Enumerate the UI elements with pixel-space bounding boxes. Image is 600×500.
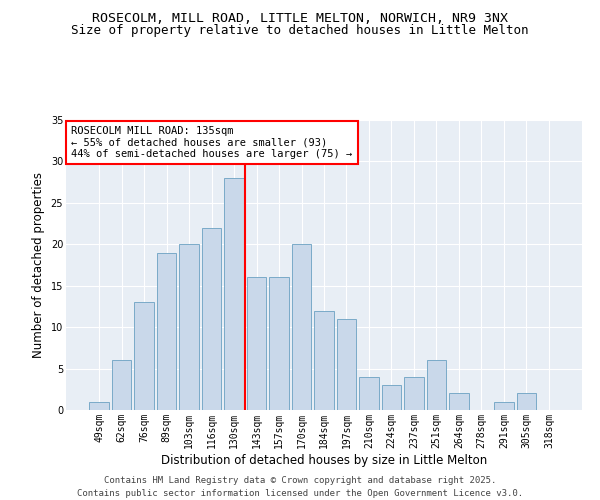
Bar bbox=[247, 278, 266, 410]
Bar bbox=[224, 178, 244, 410]
Text: Contains HM Land Registry data © Crown copyright and database right 2025.
Contai: Contains HM Land Registry data © Crown c… bbox=[77, 476, 523, 498]
Text: Size of property relative to detached houses in Little Melton: Size of property relative to detached ho… bbox=[71, 24, 529, 37]
Text: ROSECOLM, MILL ROAD, LITTLE MELTON, NORWICH, NR9 3NX: ROSECOLM, MILL ROAD, LITTLE MELTON, NORW… bbox=[92, 12, 508, 26]
Bar bbox=[269, 278, 289, 410]
Bar bbox=[292, 244, 311, 410]
Bar bbox=[404, 377, 424, 410]
Bar bbox=[449, 394, 469, 410]
Bar bbox=[89, 402, 109, 410]
X-axis label: Distribution of detached houses by size in Little Melton: Distribution of detached houses by size … bbox=[161, 454, 487, 466]
Bar bbox=[157, 252, 176, 410]
Bar bbox=[517, 394, 536, 410]
Bar bbox=[337, 319, 356, 410]
Bar bbox=[112, 360, 131, 410]
Y-axis label: Number of detached properties: Number of detached properties bbox=[32, 172, 45, 358]
Bar bbox=[202, 228, 221, 410]
Bar bbox=[179, 244, 199, 410]
Text: ROSECOLM MILL ROAD: 135sqm
← 55% of detached houses are smaller (93)
44% of semi: ROSECOLM MILL ROAD: 135sqm ← 55% of deta… bbox=[71, 126, 352, 159]
Bar bbox=[314, 310, 334, 410]
Bar bbox=[359, 377, 379, 410]
Bar bbox=[427, 360, 446, 410]
Bar bbox=[494, 402, 514, 410]
Bar bbox=[382, 385, 401, 410]
Bar bbox=[134, 302, 154, 410]
